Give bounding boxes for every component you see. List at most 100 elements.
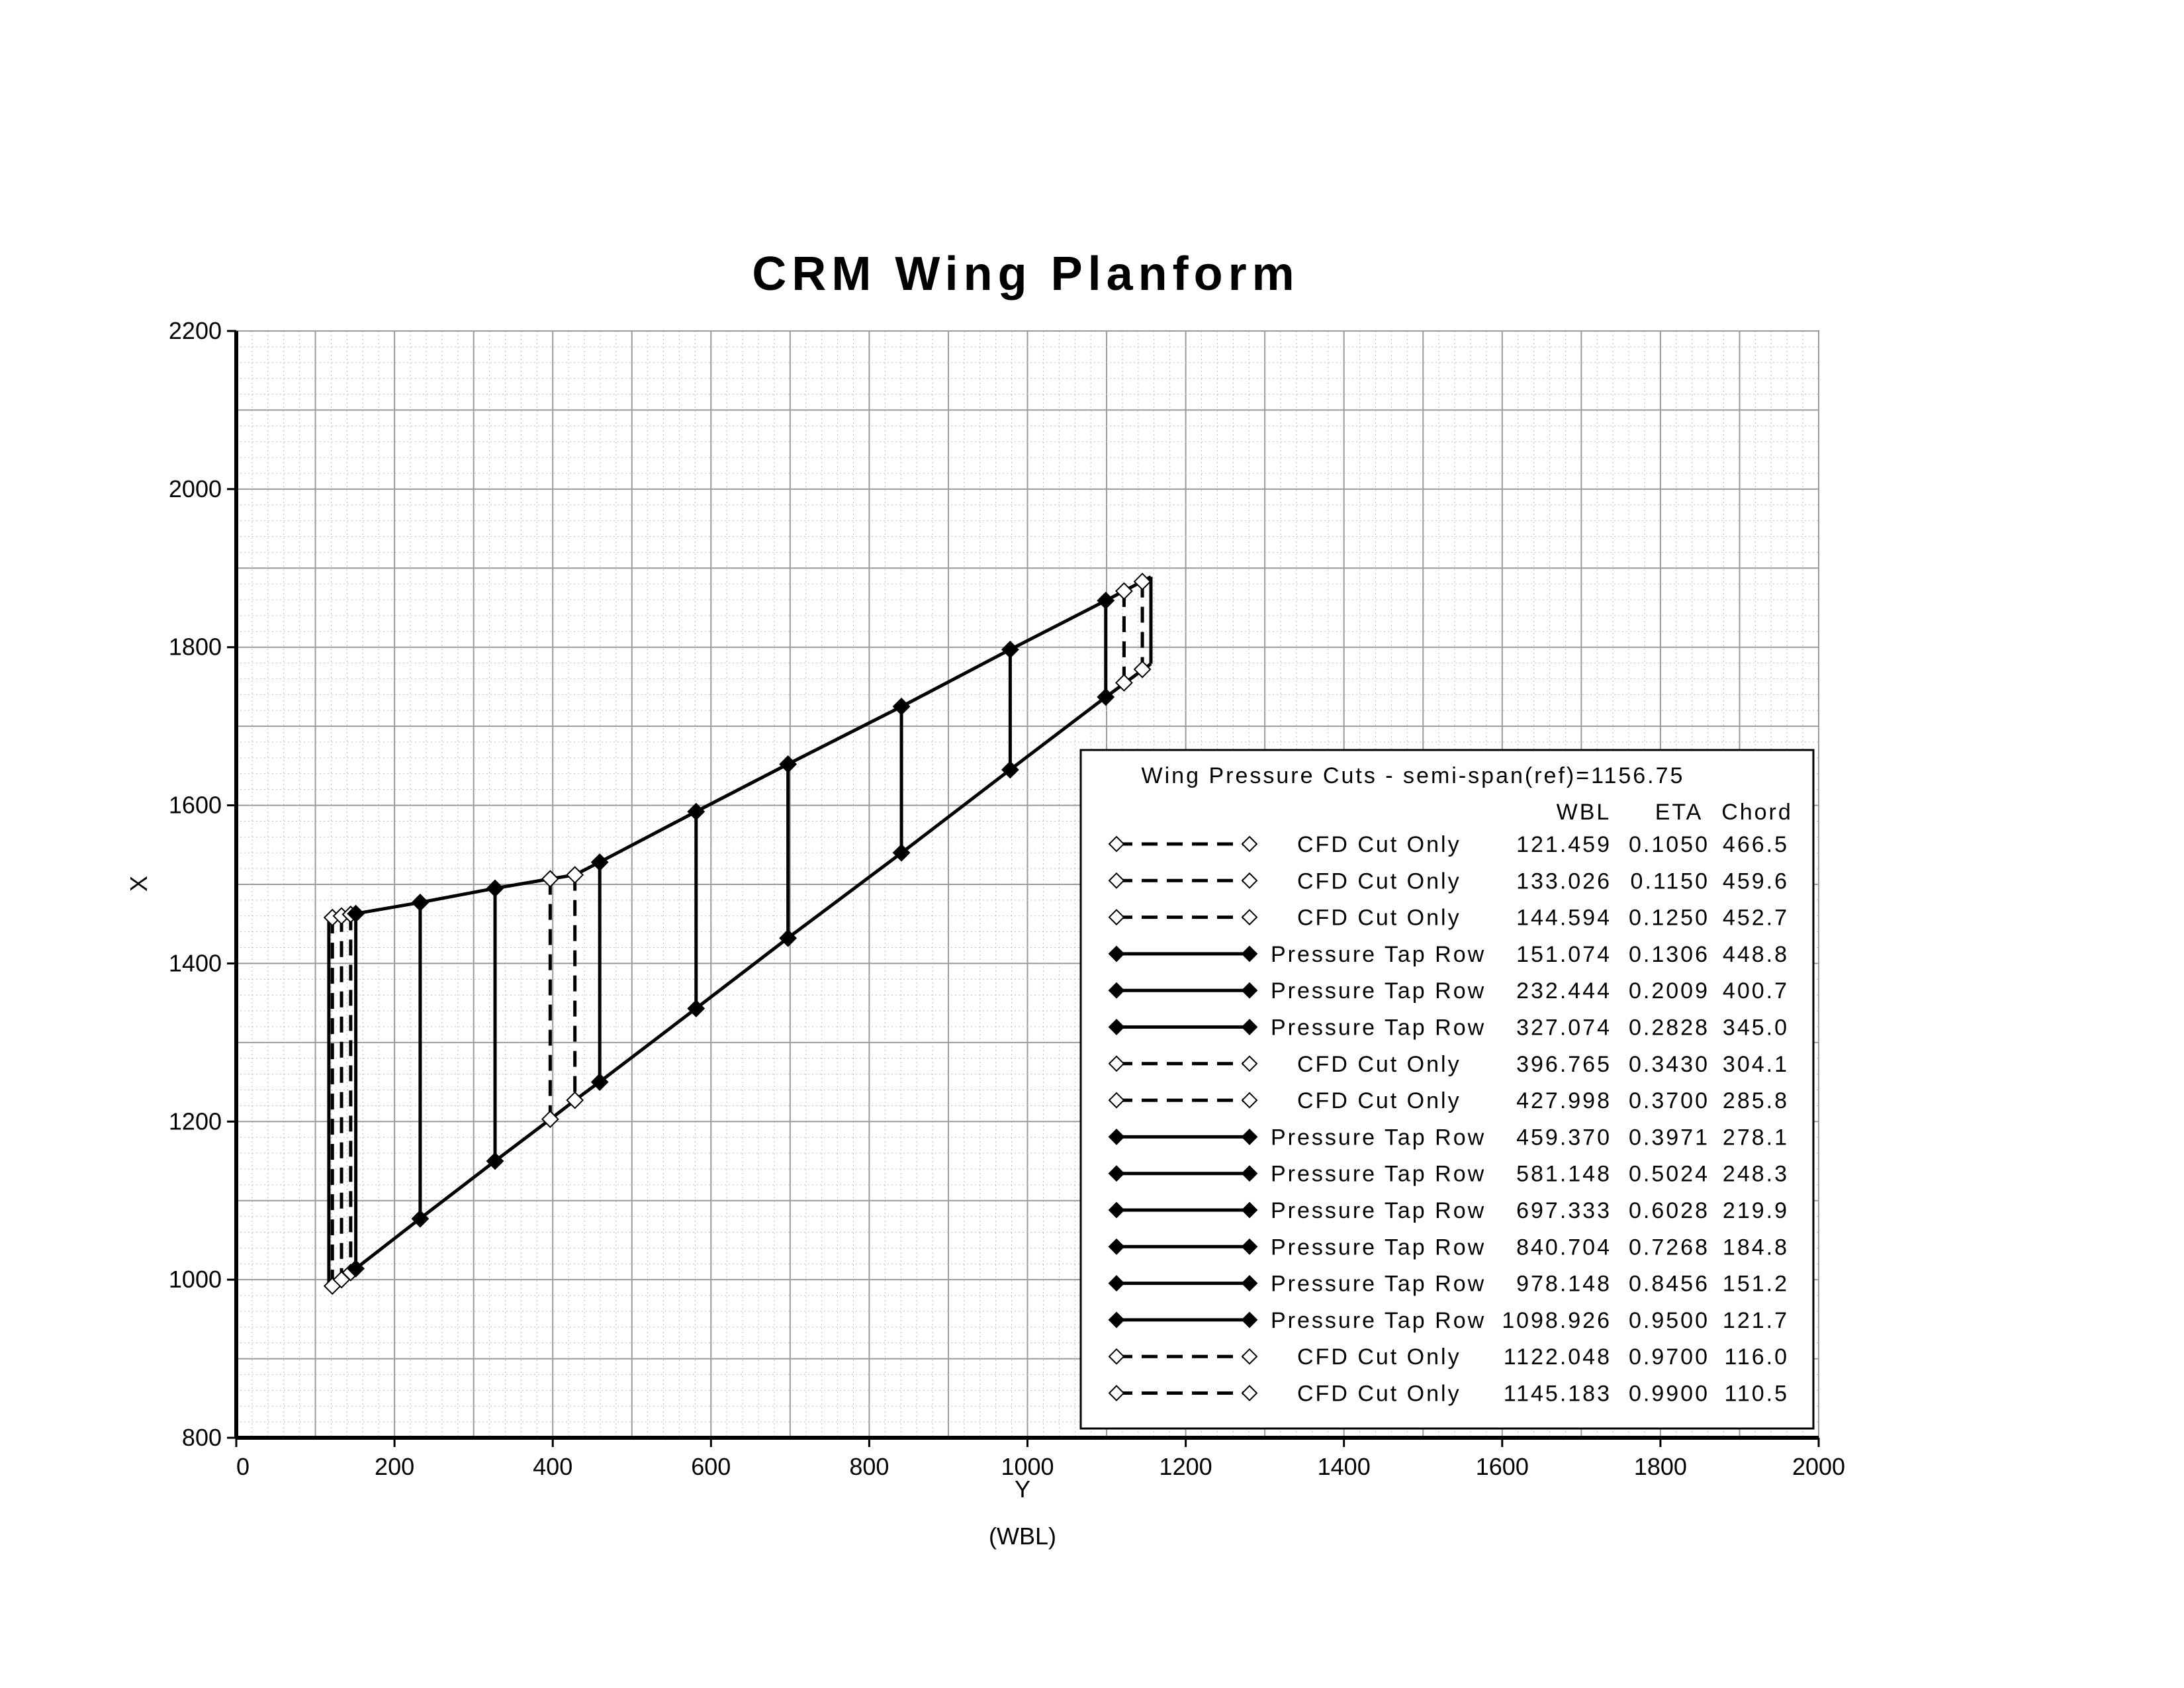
cut-point-te	[411, 1209, 430, 1228]
legend-series-name: Pressure Tap Row	[1271, 1125, 1486, 1150]
legend-wbl: 121.459	[1516, 832, 1612, 857]
legend-series-name: Pressure Tap Row	[1271, 1015, 1486, 1041]
wing-cuts	[323, 573, 1153, 1295]
legend-wbl: 396.765	[1516, 1052, 1612, 1077]
x-tick-label: 1200	[1160, 1453, 1212, 1480]
legend-swatch-marker-right	[1241, 872, 1258, 889]
legend-eta: 0.1150	[1631, 868, 1709, 894]
y-tick-label: 1000	[169, 1266, 222, 1293]
legend-swatch-marker-right	[1241, 945, 1258, 962]
x-tick-label: 2000	[1792, 1453, 1845, 1480]
legend-swatch-marker-left	[1108, 872, 1125, 889]
legend-series-name: CFD Cut Only	[1297, 868, 1461, 894]
cut-point-le	[1097, 591, 1115, 610]
cut-point-te	[347, 1260, 365, 1278]
legend-row: Pressure Tap Row 459.370 0.3971 278.1	[1108, 1125, 1789, 1150]
cut-series-11	[779, 755, 797, 947]
legend-chord: 466.5	[1723, 832, 1789, 857]
cut-series-12	[892, 697, 911, 862]
cut-point-le	[411, 894, 430, 912]
legend-swatch-marker-left	[1108, 1348, 1125, 1365]
legend-swatch-marker-right	[1241, 1348, 1258, 1365]
y-tick-label: 1200	[169, 1107, 222, 1135]
cut-point-le	[541, 870, 559, 888]
legend-wbl: 151.074	[1516, 942, 1612, 967]
x-tick-label: 800	[849, 1453, 889, 1480]
y-tick-label: 2000	[169, 475, 222, 502]
cut-series-6	[486, 879, 504, 1170]
legend-wbl: 697.333	[1516, 1198, 1612, 1223]
legend-swatch-marker-right	[1241, 909, 1258, 926]
cut-series-9	[590, 853, 609, 1091]
y-tick-label: 800	[182, 1424, 222, 1451]
legend-chord: 248.3	[1723, 1162, 1789, 1187]
legend-chord: 345.0	[1723, 1015, 1789, 1041]
cut-series-16	[1133, 573, 1152, 679]
legend-chord: 459.6	[1723, 868, 1789, 894]
legend-swatch-marker-right	[1241, 982, 1258, 999]
cut-point-le	[347, 904, 365, 923]
legend-row: Pressure Tap Row 151.074 0.1306 448.8	[1108, 942, 1787, 967]
cut-series-5	[411, 894, 430, 1228]
legend-chord: 278.1	[1723, 1125, 1789, 1150]
x-tick-label: 1800	[1634, 1453, 1687, 1480]
cut-point-te	[1133, 660, 1152, 679]
legend-eta: 0.2828	[1629, 1015, 1709, 1041]
legend-eta: 0.5024	[1629, 1162, 1709, 1187]
cut-point-te	[541, 1110, 559, 1129]
cut-point-le	[1115, 582, 1133, 600]
cut-series-7	[541, 870, 559, 1129]
legend-series-name: Pressure Tap Row	[1271, 1162, 1486, 1187]
legend-row: CFD Cut Only 396.765 0.3430 304.1	[1108, 1052, 1787, 1077]
legend-series-name: Pressure Tap Row	[1271, 1198, 1486, 1223]
cut-series-4	[347, 904, 365, 1278]
cut-point-te	[779, 929, 797, 947]
cut-point-te	[1001, 761, 1019, 779]
cut-series-14	[1097, 591, 1115, 706]
legend-row: CFD Cut Only 121.459 0.1050 466.5	[1108, 832, 1789, 857]
tick-labels: 0 200 400 600 800 1000 1200 1400 1600 1800 2000 800…	[169, 317, 1845, 1480]
legend-eta: 0.1050	[1629, 832, 1709, 857]
legend-series-name: CFD Cut Only	[1297, 832, 1461, 857]
cut-point-le	[687, 802, 705, 821]
x-tick-label: 1000	[1001, 1453, 1054, 1480]
legend-swatch-marker-right	[1241, 1275, 1258, 1292]
legend-eta: 0.6028	[1629, 1198, 1709, 1223]
legend-swatch-marker-left	[1108, 1165, 1125, 1182]
legend-series-name: Pressure Tap Row	[1271, 1272, 1486, 1297]
cut-series-13	[1001, 640, 1019, 779]
legend-chord: 116.0	[1724, 1344, 1789, 1370]
cut-point-te	[486, 1152, 504, 1170]
legend-row: CFD Cut Only 1122.048 0.9700 116.0	[1108, 1344, 1789, 1370]
x-tick-label: 400	[533, 1453, 572, 1480]
legend-swatch-marker-right	[1241, 1311, 1258, 1329]
cut-point-le	[892, 697, 911, 716]
legend-wbl: 978.148	[1516, 1272, 1612, 1297]
cut-point-te	[590, 1073, 609, 1091]
legend-row: CFD Cut Only 1145.183 0.9900 110.5	[1108, 1382, 1787, 1407]
cut-series-15	[1115, 582, 1133, 692]
x-tick-label: 1600	[1476, 1453, 1529, 1480]
x-tick-label: 600	[691, 1453, 731, 1480]
legend-eta: 0.1250	[1629, 906, 1709, 931]
x-tick-label: 0	[236, 1453, 250, 1480]
legend-series-name: Pressure Tap Row	[1271, 1235, 1486, 1260]
legend-swatch-marker-left	[1108, 1385, 1125, 1401]
legend-eta: 0.3971	[1629, 1125, 1709, 1150]
legend-series-name: Pressure Tap Row	[1271, 978, 1486, 1004]
legend-swatch-marker-left	[1108, 1311, 1125, 1329]
legend-title: Wing Pressure Cuts - semi-span(ref)=1156…	[1142, 763, 1685, 788]
legend-swatch-marker-left	[1108, 835, 1125, 853]
legend-swatch-marker-right	[1241, 1092, 1258, 1109]
x-axis-label: Y	[1015, 1476, 1030, 1503]
legend-swatch-marker-right	[1241, 1128, 1258, 1145]
legend-chord: 400.7	[1723, 978, 1789, 1004]
cut-point-te	[566, 1091, 584, 1109]
legend-column-header: WBL	[1557, 800, 1612, 825]
legend-swatch-marker-right	[1241, 1019, 1258, 1035]
legend-wbl: 1122.048	[1504, 1344, 1612, 1370]
legend-eta: 0.7268	[1629, 1235, 1709, 1260]
cut-series-8	[566, 866, 584, 1109]
legend-series-name: CFD Cut Only	[1297, 1382, 1461, 1407]
